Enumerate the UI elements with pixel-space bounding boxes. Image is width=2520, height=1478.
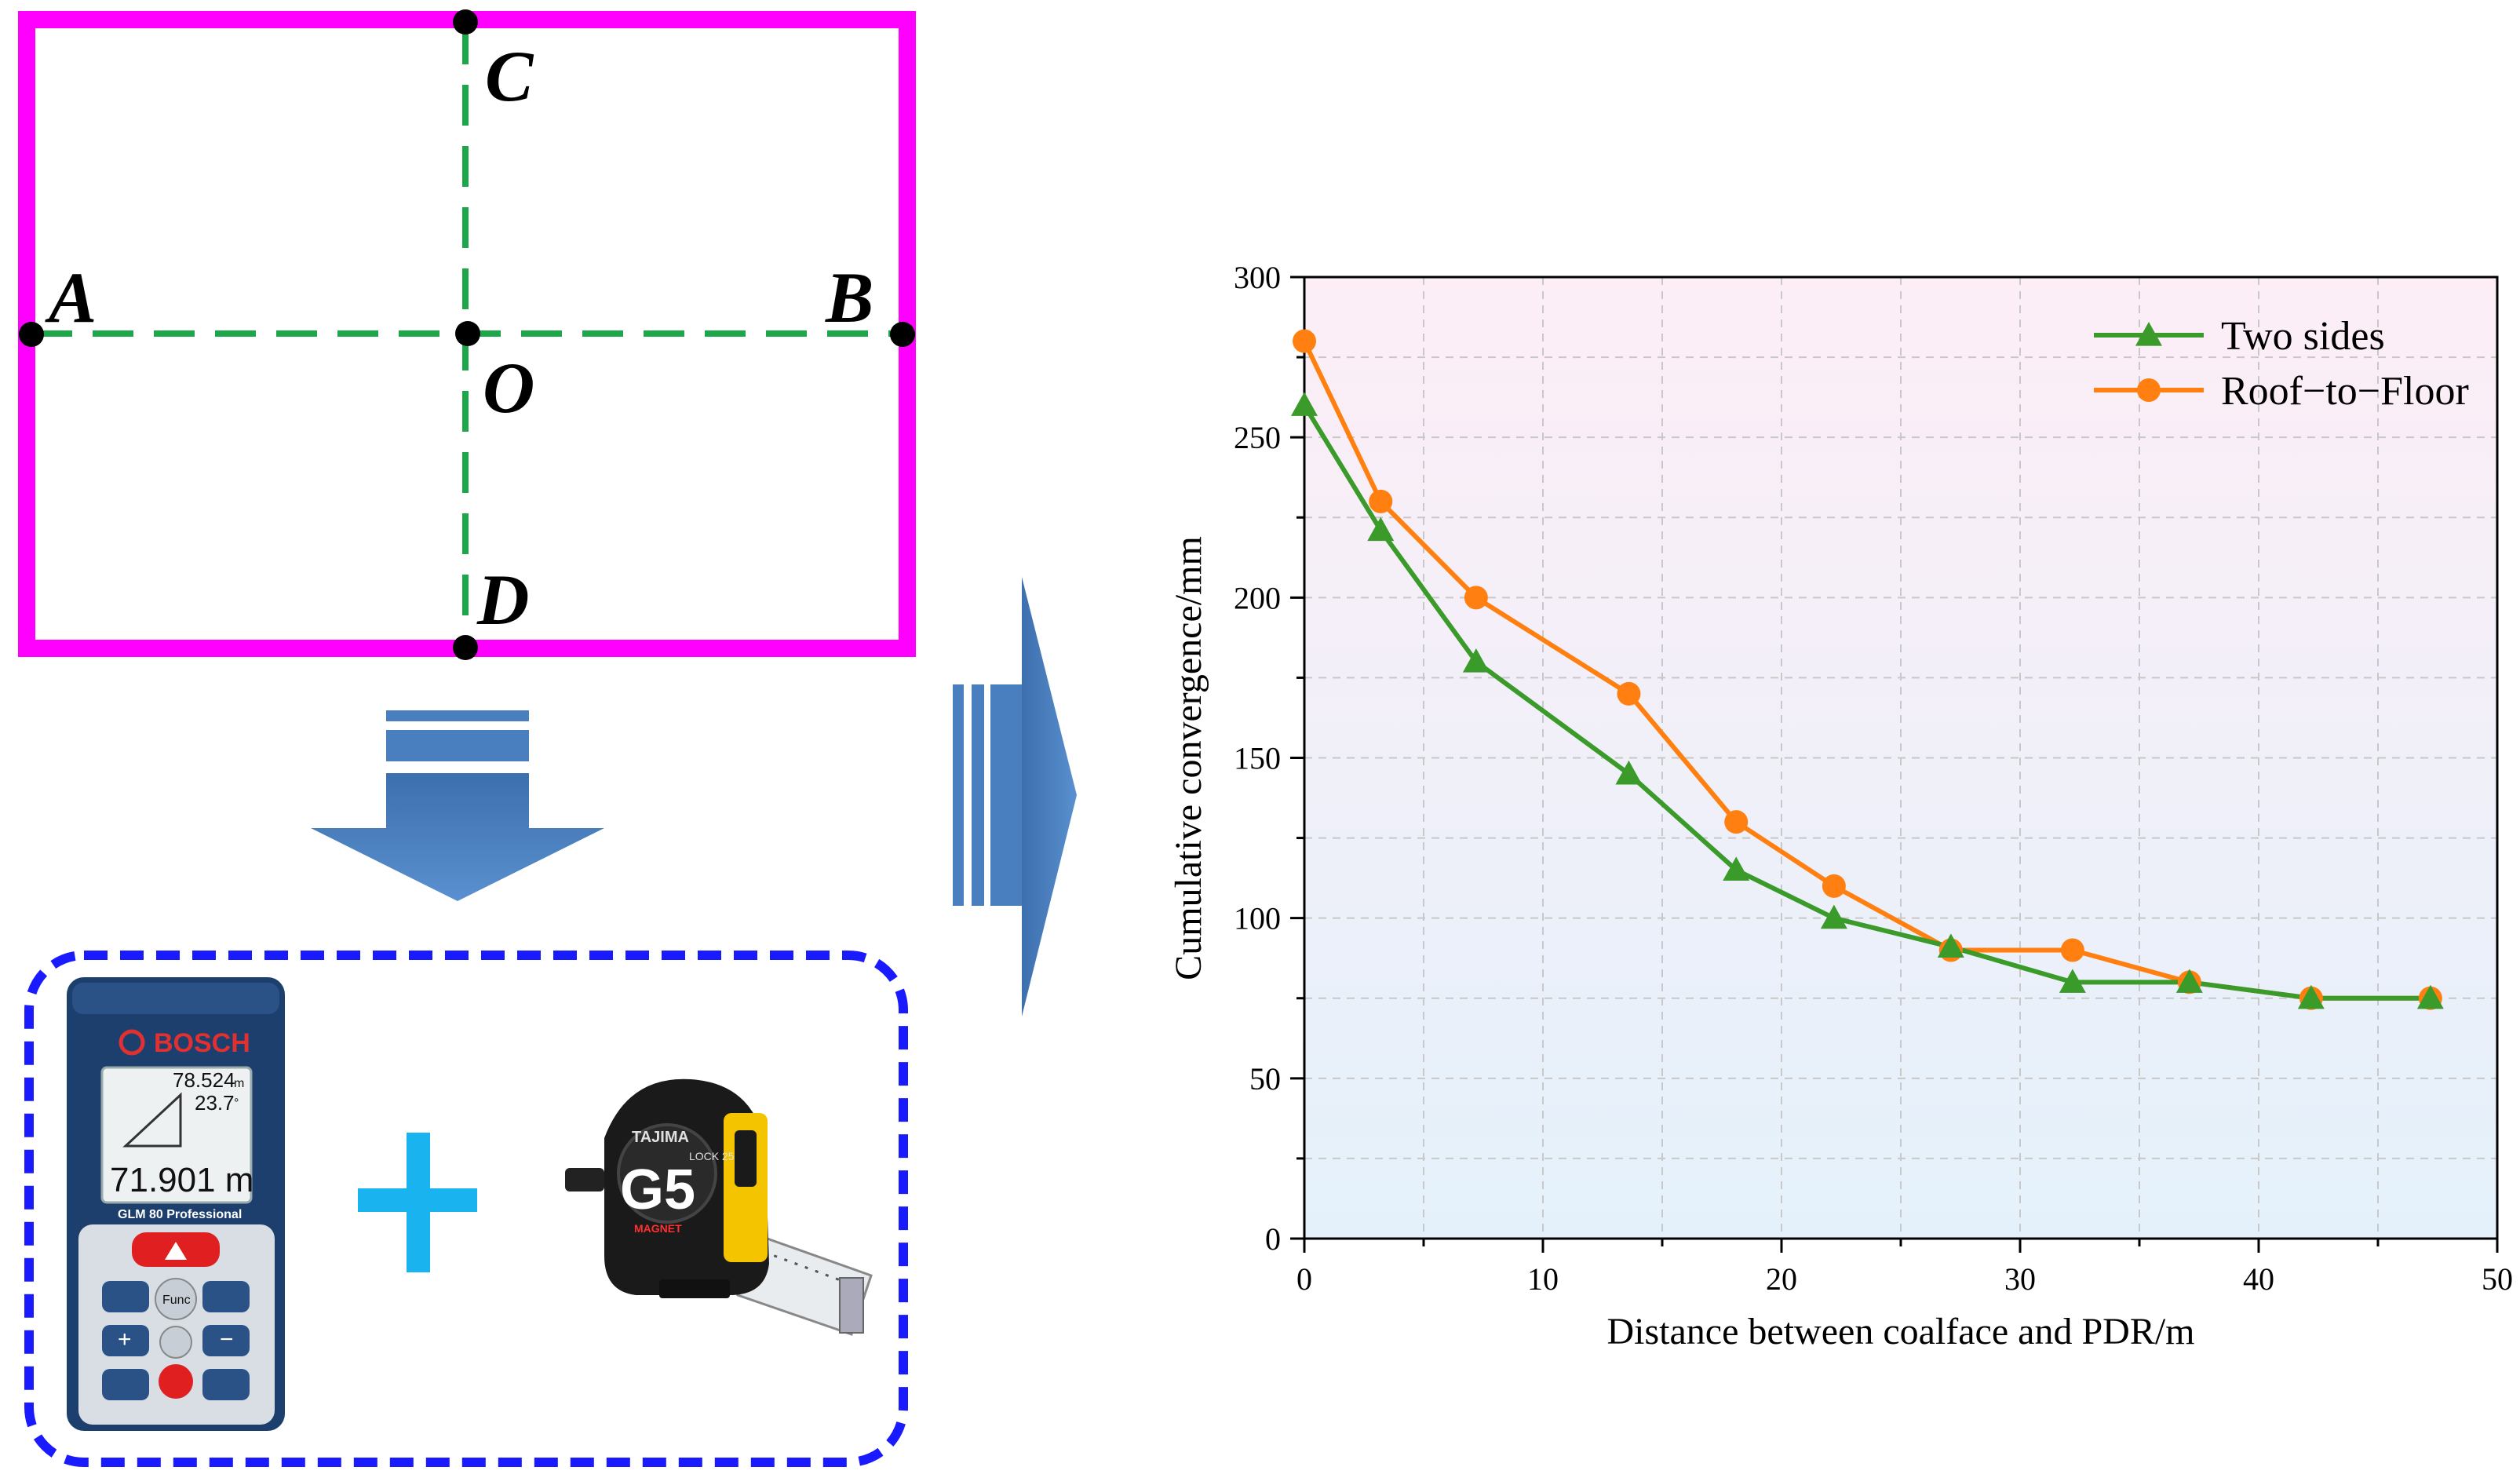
svg-text:+: + bbox=[118, 1327, 132, 1352]
y-tick-label: 150 bbox=[1234, 741, 1281, 776]
data-point-0 bbox=[1462, 648, 1490, 673]
data-point-1 bbox=[2060, 938, 2084, 962]
plot-grid bbox=[1304, 277, 2497, 1239]
point-d-dot bbox=[453, 635, 478, 660]
point-a-label: A bbox=[45, 257, 97, 338]
laser-rangefinder: BOSCH 78.524 m 23.7 ° 71.901 m GLM 80 Pr… bbox=[67, 977, 285, 1431]
data-point-1 bbox=[1464, 586, 1488, 610]
tape-measure: TAJIMA G5 LOCK 25 MAGNET bbox=[565, 1078, 873, 1336]
point-b-dot bbox=[890, 322, 915, 347]
tape-magnet: MAGNET bbox=[634, 1222, 682, 1235]
data-point-0 bbox=[1291, 392, 1318, 416]
rangefinder-screen bbox=[100, 1066, 253, 1204]
chart-legend: Two sides Roof−to−Floor bbox=[2094, 314, 2469, 414]
point-c-label: C bbox=[485, 36, 534, 116]
point-o-label: O bbox=[483, 348, 534, 428]
x-tick-label: 0 bbox=[1296, 1261, 1312, 1297]
down-arrow bbox=[311, 710, 604, 901]
x-tick-label: 30 bbox=[2004, 1261, 2036, 1297]
data-point-0 bbox=[2175, 969, 2203, 993]
data-point-1 bbox=[1617, 681, 1641, 706]
data-point-0 bbox=[1723, 856, 1750, 881]
data-point-0 bbox=[2059, 969, 2086, 993]
tape-brand: TAJIMA bbox=[632, 1129, 689, 1146]
rangefinder-brand: BOSCH bbox=[154, 1028, 250, 1058]
data-point-0 bbox=[1937, 933, 1964, 958]
x-tick-label: 20 bbox=[1766, 1261, 1797, 1297]
legend-marker bbox=[2135, 322, 2162, 346]
plus-icon bbox=[358, 1133, 477, 1272]
rangefinder-model: GLM 80 Professional bbox=[118, 1208, 242, 1221]
y-tick-label: 50 bbox=[1249, 1061, 1281, 1097]
svg-text:−: − bbox=[220, 1327, 234, 1352]
data-series bbox=[1291, 329, 2444, 1010]
y-tick-label: 100 bbox=[1234, 901, 1281, 936]
data-point-0 bbox=[2416, 984, 2444, 1009]
convergence-chart: 0 10 20 30 40 50 0 50 100 150 200 250 300 Distance b… bbox=[1168, 260, 2513, 1352]
data-point-0 bbox=[1820, 904, 1847, 929]
tape-face bbox=[617, 1123, 717, 1224]
x-tick-label: 40 bbox=[2243, 1261, 2274, 1297]
data-point-1 bbox=[1293, 329, 1316, 353]
cross-section-diagram: C A B O D bbox=[18, 9, 916, 660]
func-button bbox=[155, 1278, 197, 1320]
point-c-dot bbox=[453, 9, 478, 35]
x-axis-label: Distance between coalface and PDR/m bbox=[1606, 1311, 2194, 1352]
rangefinder-reading-1-unit: m bbox=[234, 1077, 244, 1090]
func-button-label: Func bbox=[162, 1294, 191, 1307]
y-axis-label: Cumulative convergence/mm bbox=[1168, 536, 1209, 980]
data-point-0 bbox=[1367, 516, 1395, 542]
rangefinder-reading-2: 23.7 bbox=[195, 1091, 235, 1115]
y-tick-label: 200 bbox=[1234, 580, 1281, 615]
rangefinder-reading-1: 78.524 bbox=[173, 1068, 235, 1092]
legend-label: Roof−to−Floor bbox=[2221, 369, 2469, 414]
instruments-group: BOSCH 78.524 m 23.7 ° 71.901 m GLM 80 Pr… bbox=[24, 951, 908, 1467]
instruments-dotted-box bbox=[24, 951, 908, 1467]
data-point-0 bbox=[2297, 984, 2325, 1009]
x-tick-label: 10 bbox=[1527, 1261, 1559, 1297]
y-tick-label: 250 bbox=[1234, 420, 1281, 455]
x-tick-label: 50 bbox=[2482, 1261, 2513, 1297]
legend-label: Two sides bbox=[2221, 314, 2385, 359]
point-b-label: B bbox=[825, 257, 873, 338]
point-o-dot bbox=[455, 321, 480, 346]
point-d-label: D bbox=[476, 560, 529, 640]
rangefinder-reading-2-unit: ° bbox=[234, 1097, 239, 1110]
data-point-1 bbox=[1822, 874, 1846, 898]
point-a-dot bbox=[19, 322, 44, 347]
y-tick-label: 300 bbox=[1234, 260, 1281, 295]
axis-ticks: 0 10 20 30 40 50 0 50 100 150 200 250 300 bbox=[1234, 260, 2513, 1297]
rangefinder-main-reading: 71.901 m bbox=[110, 1161, 253, 1199]
right-arrow bbox=[953, 577, 1077, 1016]
data-point-1 bbox=[1369, 489, 1393, 513]
legend-marker bbox=[2137, 378, 2161, 402]
data-point-1 bbox=[1724, 810, 1749, 834]
tape-sub: LOCK 25 bbox=[689, 1150, 735, 1162]
y-tick-label: 0 bbox=[1265, 1221, 1281, 1257]
data-point-0 bbox=[1615, 760, 1643, 785]
tape-model: G5 bbox=[620, 1159, 695, 1221]
